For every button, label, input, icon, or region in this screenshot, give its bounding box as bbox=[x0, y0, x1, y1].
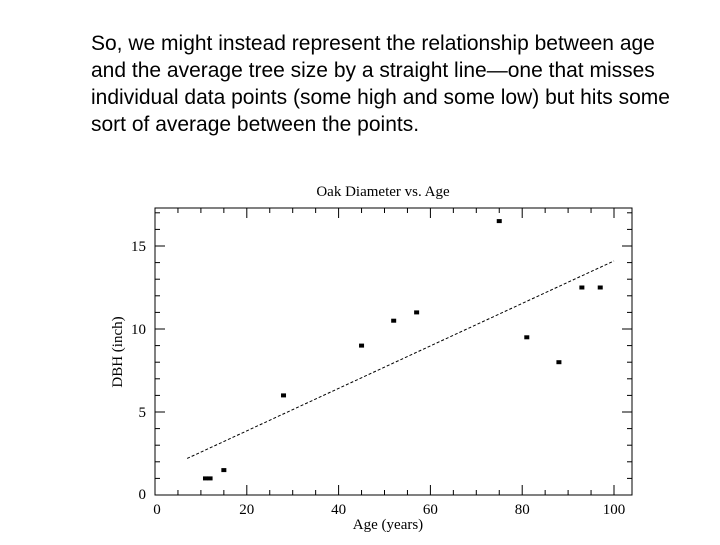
axis-ticks bbox=[154, 208, 632, 496]
x-tick-label: 40 bbox=[331, 502, 346, 518]
slide-caption: So, we might instead represent the relat… bbox=[91, 32, 670, 136]
data-point bbox=[597, 285, 603, 290]
y-tick-label: 10 bbox=[131, 322, 146, 338]
y-tick-label: 5 bbox=[139, 405, 147, 421]
data-point bbox=[281, 393, 287, 398]
y-tick-label: 0 bbox=[139, 487, 147, 503]
data-point bbox=[202, 476, 208, 481]
data-point bbox=[414, 310, 420, 315]
data-point bbox=[391, 318, 397, 323]
data-point bbox=[207, 476, 213, 481]
plot-frame bbox=[154, 207, 633, 496]
x-tick-label: 20 bbox=[239, 502, 254, 518]
data-points bbox=[202, 219, 603, 481]
tick-labels: 0 20 40 60 80 100 0 5 10 15 bbox=[131, 239, 625, 518]
trend-line bbox=[186, 260, 615, 459]
x-tick-label: 100 bbox=[603, 502, 626, 518]
data-point bbox=[524, 335, 530, 340]
y-axis-title: DBH (inch) bbox=[110, 316, 126, 387]
x-tick-label: 80 bbox=[515, 502, 530, 518]
x-tick-label: 0 bbox=[153, 502, 161, 518]
data-point bbox=[579, 285, 585, 290]
chart-title: Oak Diameter vs. Age bbox=[316, 184, 450, 200]
x-axis-title: Age (years) bbox=[353, 517, 423, 533]
x-tick-label: 60 bbox=[423, 502, 438, 518]
y-tick-label: 15 bbox=[131, 239, 146, 255]
data-point bbox=[359, 343, 365, 348]
data-point bbox=[496, 219, 502, 224]
data-point bbox=[221, 468, 227, 473]
data-point bbox=[556, 360, 562, 365]
